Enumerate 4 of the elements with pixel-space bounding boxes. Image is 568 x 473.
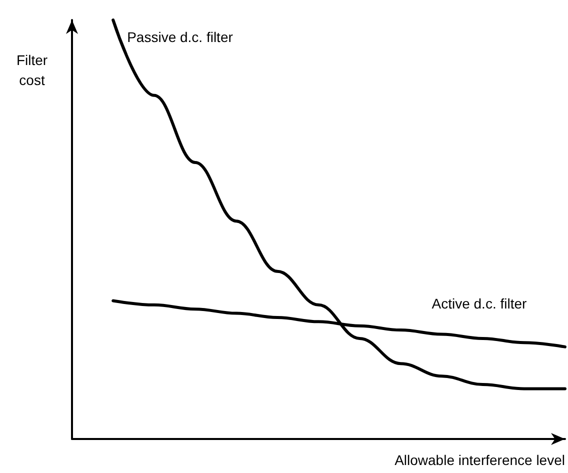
series-label: Active d.c. filter [432,295,528,312]
x-axis-title: Allowable interference level [394,452,565,468]
y-axis-title: Filter cost [15,51,49,90]
series-label: Passive d.c. filter [127,29,234,45]
